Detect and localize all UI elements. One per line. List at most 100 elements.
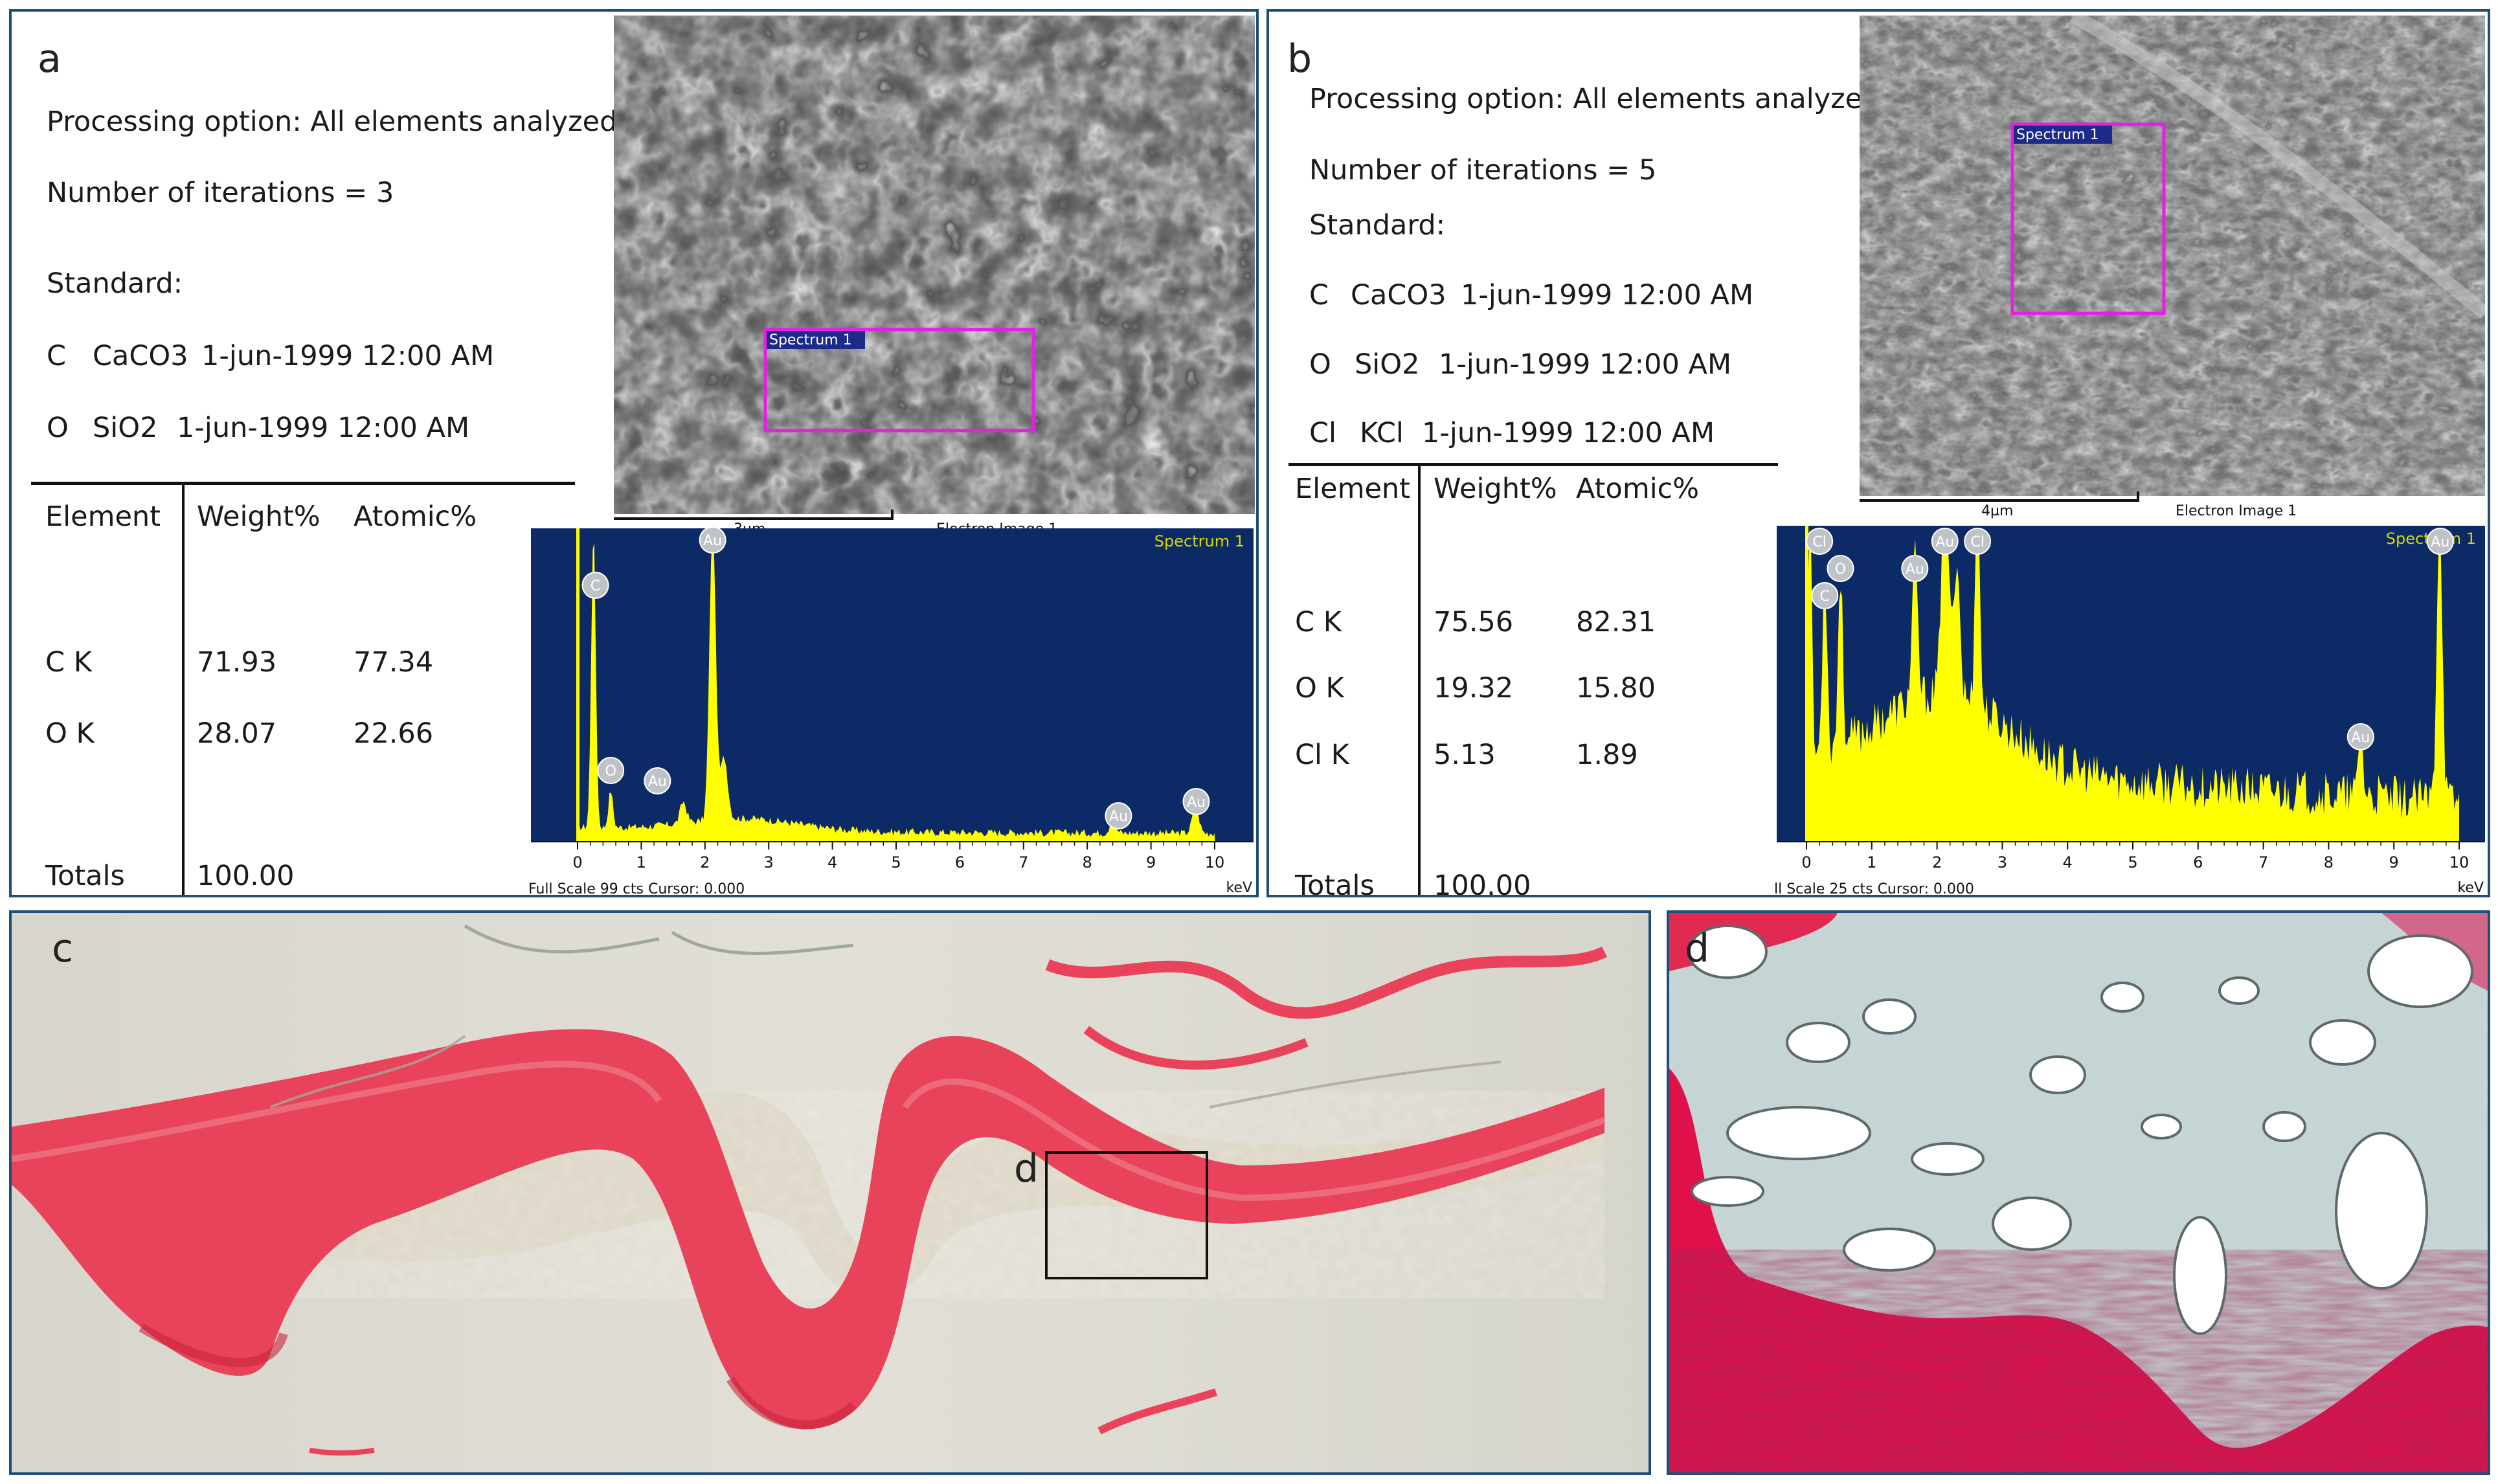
svg-text:Au: Au [1109,809,1128,825]
svg-text:Cl: Cl [1812,534,1826,550]
iterations: Number of iterations = 5 [1309,154,1657,186]
x-tick-label: 10 [1205,853,1225,871]
spectrum-title: Spectrum 1 [1154,532,1244,550]
x-tick-label: 6 [2193,853,2203,871]
standard-compound: KCl [1360,417,1404,449]
x-tick-label: 6 [955,853,965,871]
table-divider [1418,466,1421,895]
table-rule [31,482,575,485]
inset-label-d: d [1014,1146,1039,1191]
panel-a: a Processing option: All elements analyz… [9,9,1259,897]
row-atomic: 15.80 [1576,672,1656,704]
x-tick-label: 5 [2128,853,2137,871]
totals-label: Totals [1295,870,1375,897]
spectrum-plot-area [531,528,1254,842]
totals-value: 100.00 [1434,870,1531,897]
svg-text:O: O [605,763,616,780]
x-tick-label: 7 [2258,853,2268,871]
row-weight: 28.07 [197,717,277,750]
spectrum-trace [1806,530,2459,842]
peak-label-o: O [1827,555,1854,582]
x-tick-label: 1 [636,853,646,871]
svg-text:C: C [1820,589,1830,605]
svg-text:Au: Au [1906,561,1924,578]
standard-date: 1-jun-1999 12:00 AM [1422,417,1715,449]
panel-c-label: c [52,926,73,971]
x-tick-label: 0 [572,853,582,871]
x-tick-label: 4 [827,853,837,871]
peak-label-au: Au [1105,802,1132,829]
svg-text:O: O [1835,561,1846,578]
scale-bar-tick [891,510,894,520]
x-tick-label: 8 [2324,853,2334,871]
svg-text:Au: Au [2431,534,2449,550]
x-tick-label: 3 [764,853,774,871]
col-header-element: Element [45,500,161,533]
peak-label-au: Au [1182,788,1210,815]
row-atomic: 22.66 [354,717,434,750]
row-atomic: 1.89 [1576,739,1638,771]
svg-text:Au: Au [2351,730,2370,746]
electron-image-caption: Electron Image 1 [2176,503,2297,519]
row-atomic: 82.31 [1576,606,1656,638]
totals-value: 100.00 [197,860,295,892]
row-element: Cl K [1295,739,1349,771]
row-weight: 75.56 [1434,606,1514,638]
row-atomic: 77.34 [354,646,434,679]
panel-b-label: b [1287,36,1312,82]
scale-bar [1860,499,2139,502]
x-tick-label: 2 [700,853,710,871]
peak-label-cl: Cl [1806,528,1834,555]
peak-label-au: Au [1901,555,1929,582]
panel-d-label: d [1685,926,1710,971]
peak-label-c: C [581,572,609,599]
x-tick-label: 2 [1932,853,1942,871]
standard-compound: CaCO3 [93,340,188,372]
standard-compound: SiO2 [1355,348,1420,381]
standard-date: 1-jun-1999 12:00 AM [201,340,495,372]
zero-peak [1805,526,1808,842]
eds-spectrum-a: Spectrum 1 C O Au Au Au Au 0 1 2 3 4 5 6 7 8 9 10 keV Full … [527,526,1256,897]
zero-peak [576,528,579,842]
histology-section [12,913,1648,1472]
standard-el: C [47,340,67,372]
standard-el: O [1309,348,1331,381]
totals-label: Totals [45,860,125,892]
standard-heading: Standard: [47,267,183,300]
iterations: Number of iterations = 3 [47,177,394,209]
standard-compound: CaCO3 [1351,279,1446,311]
row-weight: 5.13 [1434,739,1496,771]
col-header-atomic: Atomic% [354,500,477,533]
peak-label-au: Au [1931,528,1959,555]
row-weight: 19.32 [1434,672,1514,704]
spectrum-footer: Full Scale 99 cts Cursor: 0.000 [528,881,745,897]
roi-label: Spectrum 1 [2016,127,2099,143]
svg-text:C: C [591,578,600,594]
peak-label-au: Au [699,526,726,554]
x-tick-label: 3 [1997,853,2007,871]
spectrum-roi [763,328,1035,433]
sem-image-b: Spectrum 1 [1860,16,2485,496]
standard-el: C [1309,279,1329,311]
col-header-atomic: Atomic% [1576,473,1700,505]
spectrum-roi [2010,122,2166,315]
standard-heading: Standard: [1309,209,1446,242]
processing-option: Processing option: All elements analyzed [1309,83,1880,115]
x-tick-label: 8 [1083,853,1092,871]
scale-label: 4µm [1981,503,2014,519]
col-header-weight: Weight% [197,500,321,533]
x-tick-label: 5 [891,853,901,871]
standard-date: 1-jun-1999 12:00 AM [1439,348,1732,381]
standard-el: Cl [1309,417,1336,449]
panel-d: d [1667,910,2490,1475]
x-unit: keV [2457,880,2484,896]
standard-date: 1-jun-1999 12:00 AM [1461,279,1754,311]
x-tick-label: 0 [1801,853,1811,871]
scale-bar [614,517,894,520]
svg-text:Au: Au [1935,534,1954,550]
panel-b: b Processing option: All elements analyz… [1266,9,2490,897]
x-tick-label: 1 [1867,853,1876,871]
peak-label-au: Au [644,767,671,794]
col-header-weight: Weight% [1434,473,1557,505]
scale-bar-tick [2137,491,2139,502]
